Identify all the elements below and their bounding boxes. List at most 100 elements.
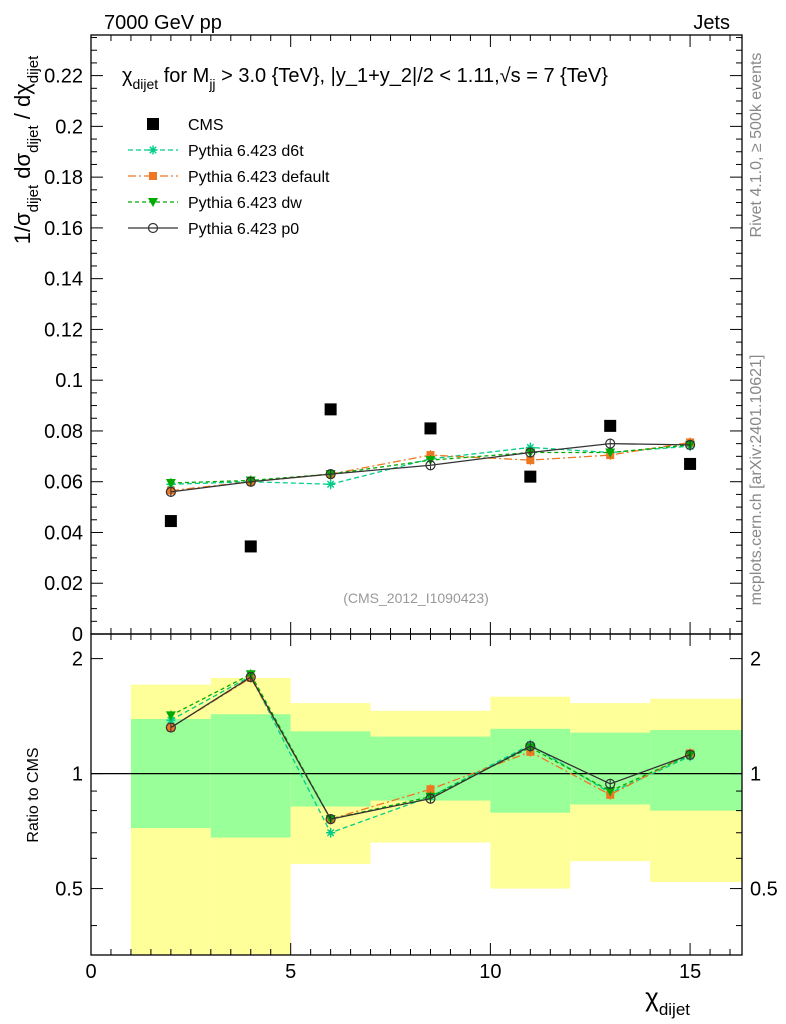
marker-square [684, 457, 697, 470]
marker-triangle [605, 787, 616, 797]
marker-circle [425, 460, 436, 471]
ratio-point [165, 711, 176, 721]
header-left: 7000 GeV pp [104, 12, 222, 34]
ratio-band-green [650, 730, 742, 811]
legend-label: Pythia 6.423 p0 [188, 221, 299, 238]
y-tick-label: 0.02 [44, 573, 83, 595]
data-point [244, 540, 257, 553]
ratio-tick-label: 2 [72, 649, 83, 671]
series-point [165, 478, 176, 488]
data-point [424, 422, 437, 435]
series-point [425, 460, 436, 471]
marker-circle [605, 778, 616, 789]
marker-square [426, 451, 435, 460]
marker-triangle [165, 478, 176, 488]
marker-circle [245, 671, 256, 683]
marker-circle [165, 722, 176, 733]
ratio-band-green [290, 731, 371, 807]
y-tick-label: 0.14 [44, 269, 83, 291]
ratio-point [605, 787, 616, 797]
side-source-text: mcplots.cern.ch [arXiv:2401.10621] [748, 355, 765, 606]
main-panel [164, 403, 697, 553]
marker-square [526, 456, 535, 465]
data-point [324, 403, 337, 416]
marker-square [244, 540, 257, 553]
y-tick-label: 0.18 [44, 167, 83, 189]
series-point [325, 468, 336, 480]
y-tick-label: 0.1 [55, 370, 83, 392]
series-point [605, 448, 616, 458]
series-point [165, 486, 176, 497]
ratio-point [326, 828, 336, 838]
legend-entry: Pythia 6.423 default [128, 169, 330, 186]
series-point [245, 476, 256, 487]
side-events-text: Rivet 4.1.0, ≥ 500k events [748, 53, 765, 238]
ratio-tick-label: 1 [72, 764, 83, 786]
marker-star [326, 479, 336, 489]
ratio-point [426, 785, 435, 794]
legend-label: Pythia 6.423 default [188, 169, 330, 186]
marker-triangle [148, 198, 158, 207]
legend-marker [148, 198, 158, 207]
legend: CMS Pythia 6.423 d6t Pythia 6.423 default P… [128, 117, 330, 238]
legend-marker [148, 145, 158, 155]
marker-circle [245, 476, 256, 487]
header-right: Jets [693, 12, 730, 34]
y-axis-label: 1/σdijet dσdijet / dχdijet [10, 55, 42, 244]
marker-circle [165, 486, 176, 497]
ratio-point [165, 722, 176, 733]
legend-label: Pythia 6.423 d6t [188, 143, 304, 160]
marker-square [324, 403, 337, 416]
x-tick-label: 10 [479, 961, 501, 983]
marker-triangle [605, 448, 616, 458]
ratio-y-axis-label: Ratio to CMS [25, 747, 42, 842]
axes: 0 5 10 15 0 0.02 0.04 0.06 0.08 0.1 0.12 0.14 0.16 0.… [44, 34, 778, 983]
legend-entry: Pythia 6.423 dw [128, 195, 302, 212]
legend-marker [147, 118, 159, 130]
marker-square [147, 118, 159, 130]
analysis-label: (CMS_2012_I1090423) [343, 590, 489, 606]
marker-circle [147, 222, 159, 234]
data-point [164, 515, 177, 528]
legend-label: CMS [188, 117, 224, 134]
y-tick-label: 0.16 [44, 218, 83, 240]
x-axis-label: χdijet [645, 982, 690, 1019]
y-tick-label: 0.04 [44, 522, 83, 544]
series-point [326, 479, 336, 489]
marker-circle [325, 814, 336, 825]
marker-star [148, 145, 158, 155]
marker-square [164, 515, 177, 528]
ratio-point [605, 778, 616, 789]
legend-entry: Pythia 6.423 p0 [128, 221, 299, 238]
data-point [604, 419, 617, 432]
series-point [605, 438, 616, 449]
series-point [526, 456, 535, 465]
series-point [684, 439, 696, 451]
y-tick-label: 0.12 [44, 319, 83, 341]
y-tick-label: 0.22 [44, 66, 83, 88]
legend-entry: Pythia 6.423 d6t [128, 143, 304, 160]
data-point [684, 457, 697, 470]
marker-triangle [165, 711, 176, 721]
legend-marker [147, 222, 159, 234]
marker-square [424, 422, 437, 435]
ratio-tick-label-right: 0.5 [750, 879, 778, 901]
data-point [524, 470, 537, 483]
marker-circle [425, 793, 436, 804]
ratio-tick-label-right: 1 [750, 764, 761, 786]
marker-square [149, 172, 157, 180]
marker-circle [325, 468, 336, 480]
legend-label: Pythia 6.423 dw [188, 195, 302, 212]
marker-square [426, 785, 435, 794]
marker-square [604, 419, 617, 432]
ratio-point [684, 749, 696, 760]
marker-circle [684, 749, 696, 760]
series-point [426, 451, 435, 460]
y-tick-label: 0 [72, 624, 83, 646]
ratio-point [525, 741, 536, 752]
marker-circle [684, 439, 696, 451]
legend-marker [149, 172, 157, 180]
y-tick-label: 0.08 [44, 421, 83, 443]
marker-circle [605, 438, 616, 449]
